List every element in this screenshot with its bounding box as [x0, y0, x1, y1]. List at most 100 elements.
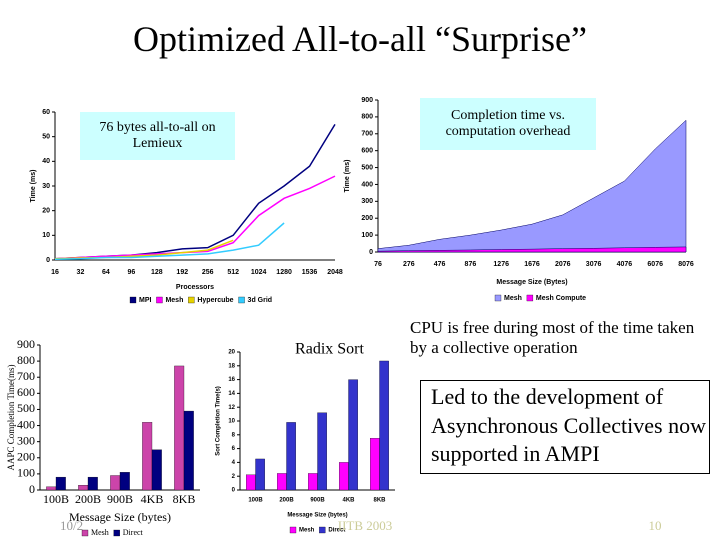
bar	[255, 458, 265, 491]
bar	[151, 449, 162, 491]
annotation: Completion time vs. computation overhead	[420, 98, 596, 150]
x-tick-label: 3076	[586, 261, 602, 268]
bar	[46, 486, 57, 491]
legend-label: Mesh Compute	[536, 295, 586, 302]
x-tick-label: 900B	[310, 498, 325, 504]
x-tick-label: 4KB	[141, 492, 164, 506]
x-tick-label: 128	[151, 269, 163, 276]
y-tick-label: 200	[17, 450, 35, 464]
x-tick-label: 900B	[107, 492, 133, 506]
x-tick-label: 256	[202, 269, 214, 276]
legend-swatch	[526, 294, 534, 302]
legend-swatch	[319, 526, 326, 534]
x-tick-label: 200B	[75, 492, 101, 506]
y-tick-label: 500	[17, 401, 35, 415]
legend-swatch	[156, 296, 163, 304]
y-tick-label: 500	[361, 164, 373, 171]
bar	[110, 475, 121, 491]
bar	[174, 365, 185, 491]
bar	[348, 379, 358, 491]
bar	[119, 472, 130, 491]
legend-swatch	[289, 526, 297, 534]
y-tick-label: 700	[17, 369, 35, 383]
legend-label: Direct	[123, 528, 144, 537]
x-tick-label: 2048	[327, 269, 343, 276]
legend-label: Mesh	[91, 528, 109, 537]
legend-label: Direct	[328, 528, 345, 534]
y-tick-label: 8	[232, 432, 236, 438]
bar	[339, 462, 349, 491]
x-tick-label: 476	[434, 261, 446, 268]
y-tick-label: 2	[232, 474, 236, 480]
y-tick-label: 100	[361, 232, 373, 239]
y-tick-label: 18	[228, 363, 235, 369]
footer-center: IITB 2003	[337, 518, 393, 533]
x-tick-label: 8KB	[173, 492, 196, 506]
x-tick-label: 1536	[302, 269, 318, 276]
bar	[246, 474, 256, 491]
x-tick-label: 192	[176, 269, 188, 276]
y-tick-label: 30	[42, 183, 50, 190]
y-tick-label: 60	[42, 109, 50, 116]
bar	[277, 473, 287, 491]
slide-title: Optimized All-to-all “Surprise”	[133, 19, 587, 59]
y-tick-label: 0	[369, 249, 373, 256]
x-tick-label: 16	[51, 269, 59, 276]
y-tick-label: 0	[232, 488, 236, 494]
chart-title: Radix Sort	[295, 341, 364, 358]
x-axis-title: Message Size (bytes)	[287, 513, 347, 519]
y-tick-label: 400	[361, 181, 373, 188]
x-axis-title: Message Size (bytes)	[69, 510, 171, 524]
x-tick-label: 100B	[248, 498, 263, 504]
line	[54, 222, 285, 261]
x-tick-label: 76	[374, 261, 382, 268]
x-tick-label: 96	[127, 269, 135, 276]
bar	[87, 476, 98, 491]
x-tick-label: 876	[465, 261, 477, 268]
bar	[78, 485, 89, 491]
x-axis-title: Processors	[176, 284, 214, 291]
x-tick-label: 100B	[43, 492, 69, 506]
legend-swatch	[188, 296, 195, 304]
bar	[183, 410, 194, 491]
y-axis-title: Sort Completion Time(s)	[216, 386, 222, 456]
y-tick-label: 100	[17, 466, 35, 480]
y-tick-label: 800	[361, 114, 373, 121]
area	[377, 119, 687, 253]
x-tick-label: 276	[403, 261, 415, 268]
y-tick-label: 0	[29, 482, 35, 496]
annotation: 76 bytes all-to-all on Lemieux	[80, 112, 235, 160]
y-tick-label: 50	[42, 134, 50, 141]
legend-swatch	[81, 529, 89, 537]
legend-label: MPI	[139, 297, 152, 304]
bar	[142, 422, 153, 491]
y-tick-label: 0	[46, 257, 50, 264]
x-tick-label: 4KB	[342, 498, 355, 504]
bar	[286, 422, 296, 491]
y-tick-label: 10	[42, 232, 50, 239]
y-tick-label: 6	[232, 446, 236, 452]
x-tick-label: 6076	[647, 261, 663, 268]
y-tick-label: 700	[361, 131, 373, 138]
y-axis-title: Time (ms)	[344, 160, 351, 193]
y-tick-label: 10	[228, 419, 235, 425]
y-tick-label: 20	[42, 208, 50, 215]
x-tick-label: 8KB	[373, 498, 386, 504]
y-tick-label: 4	[232, 460, 236, 466]
y-tick-label: 900	[361, 97, 373, 104]
x-tick-label: 64	[102, 269, 110, 276]
legend-swatch	[129, 296, 137, 304]
y-tick-label: 200	[361, 215, 373, 222]
bar	[317, 412, 327, 491]
footer-date: 10/2	[60, 518, 84, 533]
x-tick-label: 512	[227, 269, 239, 276]
x-tick-label: 1276	[493, 261, 509, 268]
x-tick-label: 4076	[617, 261, 633, 268]
legend-swatch	[494, 294, 502, 302]
bar	[55, 476, 66, 491]
legend-label: 3d Grid	[248, 297, 273, 304]
y-tick-label: 300	[17, 433, 35, 447]
y-tick-label: 600	[17, 385, 35, 399]
